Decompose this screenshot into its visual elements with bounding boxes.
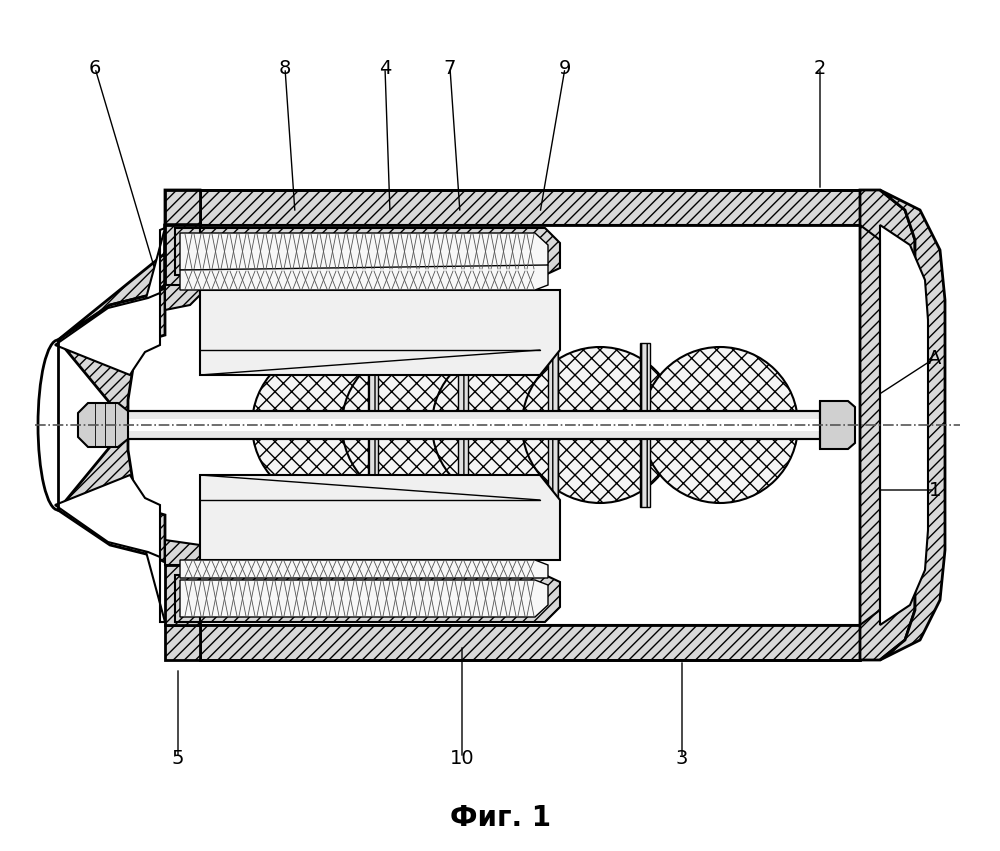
Polygon shape	[180, 233, 548, 270]
Circle shape	[432, 347, 588, 503]
Text: 1: 1	[929, 481, 941, 500]
Polygon shape	[78, 403, 128, 447]
Polygon shape	[880, 190, 945, 660]
Polygon shape	[58, 425, 165, 562]
Polygon shape	[180, 560, 548, 578]
Polygon shape	[165, 190, 200, 225]
Circle shape	[342, 347, 498, 503]
Polygon shape	[180, 265, 548, 290]
Text: 8: 8	[279, 59, 291, 77]
Polygon shape	[880, 225, 928, 625]
Polygon shape	[458, 343, 468, 507]
Polygon shape	[180, 580, 548, 617]
Polygon shape	[175, 575, 560, 622]
Polygon shape	[200, 475, 560, 560]
Polygon shape	[200, 625, 860, 660]
Polygon shape	[200, 190, 860, 225]
Polygon shape	[58, 225, 200, 340]
Polygon shape	[58, 288, 165, 425]
Polygon shape	[820, 401, 855, 449]
Polygon shape	[165, 190, 200, 290]
Text: 4: 4	[379, 59, 391, 77]
Text: Фиг. 1: Фиг. 1	[450, 804, 550, 832]
Polygon shape	[175, 228, 560, 275]
Text: 10: 10	[450, 749, 474, 768]
Polygon shape	[200, 290, 560, 375]
Text: 9: 9	[559, 59, 571, 77]
Circle shape	[522, 347, 678, 503]
Polygon shape	[165, 540, 200, 565]
Polygon shape	[548, 343, 558, 507]
Text: 3: 3	[676, 749, 688, 768]
Polygon shape	[640, 343, 650, 507]
Circle shape	[642, 347, 798, 503]
Text: A: A	[928, 349, 942, 368]
Polygon shape	[55, 293, 160, 375]
Polygon shape	[165, 225, 200, 285]
Polygon shape	[165, 565, 200, 625]
Text: 5: 5	[172, 749, 184, 768]
Polygon shape	[128, 485, 165, 622]
Polygon shape	[165, 285, 200, 310]
Polygon shape	[165, 625, 200, 660]
Polygon shape	[368, 343, 378, 507]
Polygon shape	[860, 190, 915, 660]
Polygon shape	[55, 475, 160, 557]
Polygon shape	[108, 419, 848, 431]
Text: 2: 2	[814, 59, 826, 77]
Polygon shape	[128, 228, 165, 365]
Circle shape	[252, 347, 408, 503]
Text: 6: 6	[89, 59, 101, 77]
Polygon shape	[108, 411, 848, 439]
Text: 7: 7	[444, 59, 456, 77]
